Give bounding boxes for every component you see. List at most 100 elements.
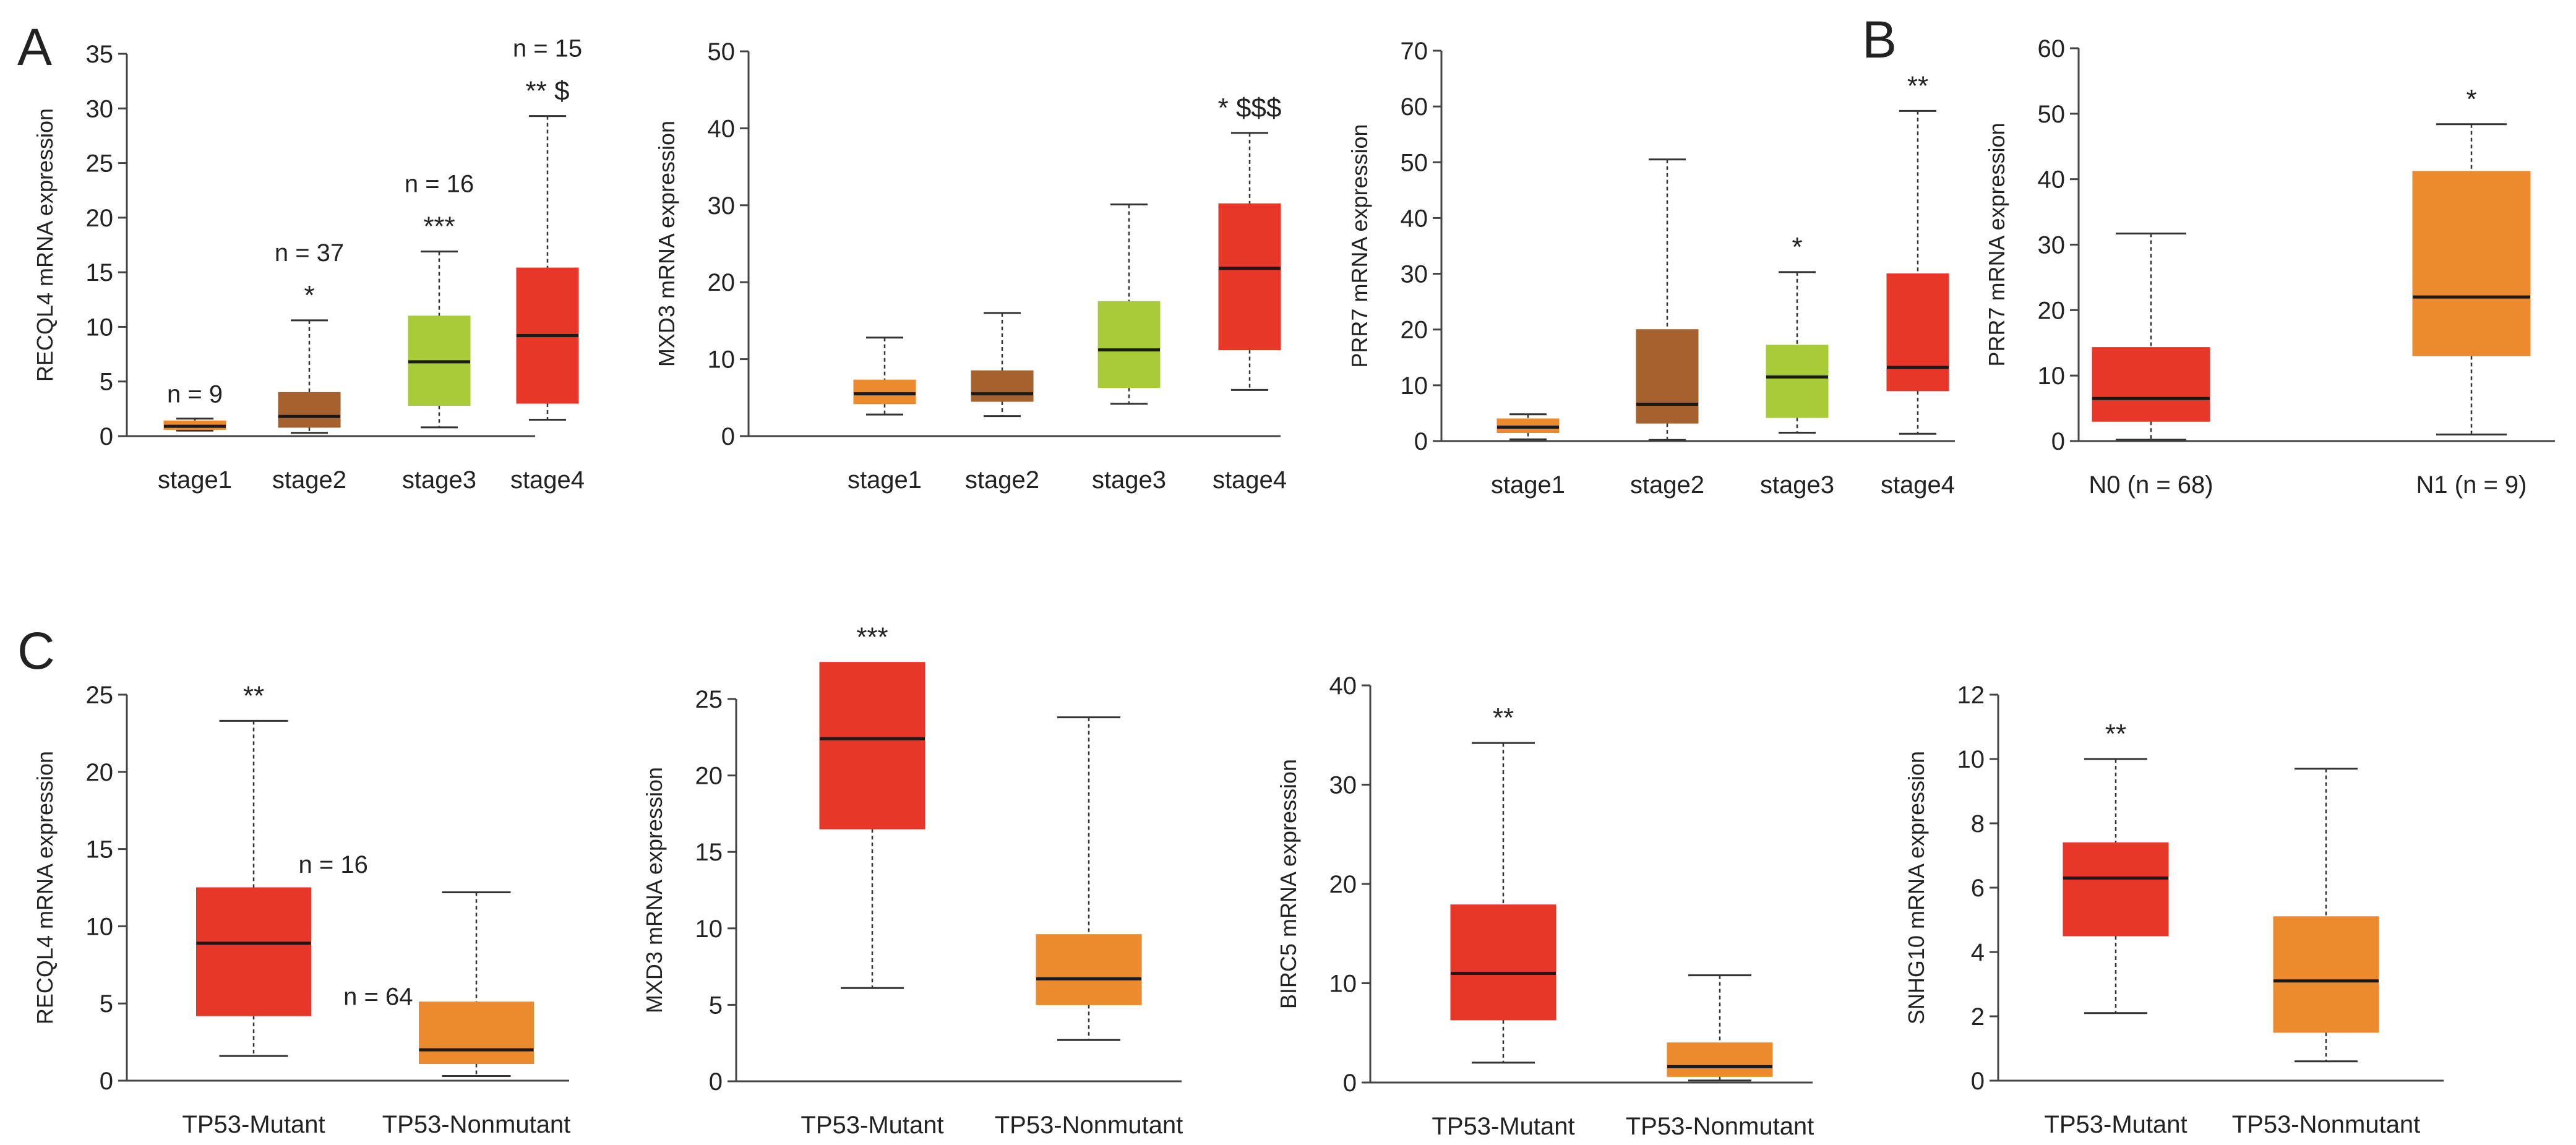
chart-5-box-0 <box>819 662 925 830</box>
chart-0-annotation: n = 16 <box>405 171 474 198</box>
chart-0-ytick-label: 0 <box>100 423 113 450</box>
chart-3-ytick-label: 50 <box>2038 101 2066 128</box>
chart-6-box-0 <box>1450 904 1556 1021</box>
chart-0-annotation: n = 15 <box>513 35 582 62</box>
chart-0-category-label: stage1 <box>158 466 232 494</box>
chart-6-ytick-label: 10 <box>1329 971 1357 998</box>
chart-7-ytick-label: 0 <box>1971 1068 1985 1095</box>
chart-4-annotation: ** <box>243 680 264 711</box>
chart-0-annotation: n = 9 <box>167 381 223 408</box>
chart-2-ytick-label: 40 <box>1401 205 1428 232</box>
chart-5-category-label: TP53-Mutant <box>801 1112 943 1139</box>
panel-letter-b: B <box>1862 11 1897 69</box>
chart-5-box-1 <box>1036 934 1142 1005</box>
chart-4-ytick-label: 10 <box>86 913 114 940</box>
chart-1-box-1 <box>971 370 1034 402</box>
chart-4-category-label: TP53-Nonmutant <box>382 1111 571 1138</box>
chart-3-ytick-label: 0 <box>2051 428 2065 455</box>
chart-0-annotation: ** $ <box>526 76 570 106</box>
chart-4-ytick-label: 15 <box>86 836 114 864</box>
chart-5-ytick-label: 20 <box>695 763 723 790</box>
chart-1-annotation: * $$$ <box>1218 93 1282 123</box>
chart-6-category-label: TP53-Mutant <box>1432 1113 1574 1140</box>
chart-2-box-2 <box>1766 345 1829 418</box>
chart-5-ytick-label: 0 <box>709 1068 723 1096</box>
chart-2-annotation: ** <box>1907 71 1928 101</box>
chart-5-annotation: *** <box>856 622 888 653</box>
chart-7-ytick-label: 8 <box>1971 810 1985 838</box>
chart-0-ytick-label: 30 <box>86 95 114 122</box>
chart-1-box-2 <box>1097 301 1161 388</box>
chart-3-ytick-label: 40 <box>2038 166 2066 194</box>
chart-0-annotation: * <box>304 280 314 311</box>
chart-4-box-0 <box>196 887 311 1016</box>
chart-1-ytick-label: 0 <box>721 423 735 450</box>
chart-4-annotation: n = 64 <box>343 984 413 1011</box>
chart-5-category-label: TP53-Nonmutant <box>995 1112 1183 1139</box>
chart-7-ytick-label: 2 <box>1971 1003 1985 1031</box>
chart-2-ytick-label: 50 <box>1401 149 1428 176</box>
chart-2-ytick-label: 10 <box>1401 372 1428 400</box>
chart-0-ytick-label: 15 <box>86 259 114 286</box>
chart-7-box-0 <box>2063 842 2169 937</box>
chart-4-ytick-label: 25 <box>86 682 114 709</box>
chart-1-ytick-label: 50 <box>708 38 736 66</box>
chart-6-ytick-label: 20 <box>1329 871 1357 898</box>
chart-3-ytick-label: 10 <box>2038 362 2066 390</box>
chart-3-category-label: N0 (n = 68) <box>2089 471 2213 499</box>
chart-4-box-1 <box>419 1001 534 1065</box>
chart-1-category-label: stage4 <box>1213 466 1287 494</box>
chart-1-box-3 <box>1218 203 1281 351</box>
chart-0-ytick-label: 25 <box>86 150 114 178</box>
chart-3-box-1 <box>2412 171 2531 356</box>
chart-2-annotation: * <box>1792 232 1802 262</box>
chart-0-category-label: stage4 <box>510 466 585 494</box>
chart-6-ylabel: BIRC5 mRNA expression <box>1276 759 1301 1009</box>
chart-0-ytick-label: 5 <box>100 369 113 396</box>
chart-6-ytick-label: 0 <box>1343 1070 1357 1097</box>
chart-4-category-label: TP53-Mutant <box>182 1111 325 1138</box>
chart-1-ylabel: MXD3 mRNA expression <box>654 121 679 367</box>
chart-1-category-label: stage3 <box>1092 466 1166 494</box>
chart-7-category-label: TP53-Nonmutant <box>2232 1111 2421 1138</box>
chart-2-category-label: stage4 <box>1881 471 1955 499</box>
chart-1-ytick-label: 40 <box>708 115 736 142</box>
chart-2-category-label: stage1 <box>1491 471 1565 499</box>
chart-1-category-label: stage1 <box>848 466 922 494</box>
chart-7-ytick-label: 4 <box>1971 939 1985 966</box>
chart-2-ytick-label: 70 <box>1401 38 1428 65</box>
chart-2-ytick-label: 20 <box>1401 317 1428 344</box>
chart-3-ytick-label: 30 <box>2038 232 2066 259</box>
chart-5-ytick-label: 25 <box>695 686 723 713</box>
chart-5-ytick-label: 15 <box>695 839 723 866</box>
chart-4-ytick-label: 20 <box>86 759 114 786</box>
chart-3-category-label: N1 (n = 9) <box>2416 471 2527 499</box>
chart-2-ytick-label: 0 <box>1414 428 1428 455</box>
chart-2-box-1 <box>1636 329 1699 424</box>
chart-4-side-annotation: n = 16 <box>299 851 368 878</box>
chart-7-ytick-label: 10 <box>1957 746 1985 773</box>
chart-0-ytick-label: 10 <box>86 314 114 341</box>
chart-0-category-label: stage3 <box>402 466 476 494</box>
chart-1-ytick-label: 20 <box>708 269 736 296</box>
chart-2-category-label: stage2 <box>1630 471 1704 499</box>
chart-6-category-label: TP53-Nonmutant <box>1626 1113 1814 1140</box>
chart-4-ytick-label: 0 <box>100 1068 113 1095</box>
panel-letter-a: A <box>17 18 53 76</box>
chart-0-annotation: *** <box>423 212 455 242</box>
chart-2-box-3 <box>1886 273 1949 392</box>
chart-3-ylabel: PRR7 mRNA expression <box>1984 122 2009 366</box>
chart-0-category-label: stage2 <box>272 466 346 494</box>
chart-0-ytick-label: 35 <box>86 41 114 68</box>
chart-2-ylabel: PRR7 mRNA expression <box>1347 124 1372 367</box>
chart-7-ytick-label: 6 <box>1971 875 1985 902</box>
chart-6-annotation: ** <box>1493 703 1514 733</box>
chart-1-ytick-label: 30 <box>708 192 736 220</box>
chart-5-ylabel: MXD3 mRNA expression <box>642 767 667 1013</box>
chart-5-ytick-label: 5 <box>709 992 723 1019</box>
chart-7-category-label: TP53-Mutant <box>2044 1111 2187 1138</box>
chart-6-ytick-label: 40 <box>1329 672 1357 700</box>
chart-1-ytick-label: 10 <box>708 346 736 374</box>
